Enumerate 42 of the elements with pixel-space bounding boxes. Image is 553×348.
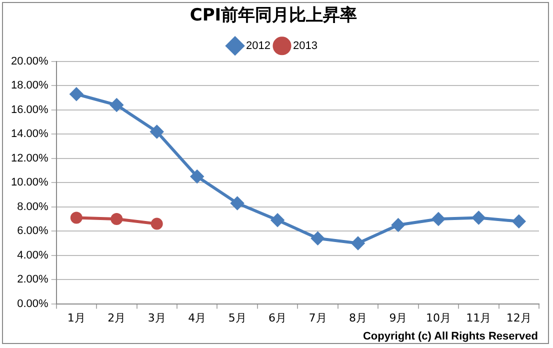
point	[150, 218, 163, 230]
point	[351, 236, 364, 250]
x-tick-label: 3月	[148, 311, 166, 324]
x-tick-label: 8月	[348, 311, 367, 324]
y-tick-label: 14.00%	[10, 128, 49, 140]
point	[190, 170, 204, 184]
text: Copyright (c) All Rights Reserved	[362, 330, 538, 343]
point	[512, 214, 526, 228]
x-tick-label: 4月	[188, 311, 206, 324]
point	[110, 212, 123, 225]
x-tick-label: 10月	[426, 311, 451, 324]
point	[311, 232, 324, 245]
point	[110, 98, 124, 112]
legend-label: 2012	[246, 40, 271, 52]
y-tick-label: 16.00%	[10, 104, 49, 116]
y-tick-label: 20.00%	[10, 55, 49, 68]
x-tick-label: 2月	[108, 311, 126, 324]
y-tick-label: 10.00%	[10, 176, 49, 189]
point	[392, 218, 405, 232]
x-tick-label: 6月	[268, 311, 287, 324]
x-tick-label: 11月	[466, 311, 492, 324]
y-tick-label: 8.00%	[17, 200, 49, 213]
y-tick-label: 2.00%	[17, 274, 49, 286]
x-tick-label: 5月	[228, 311, 246, 324]
point	[150, 125, 164, 138]
y-tick-label: 18.00%	[10, 80, 49, 92]
legend-label: 2013	[293, 40, 318, 52]
point	[70, 212, 82, 224]
y-tick-label: 0.00%	[17, 298, 49, 310]
y-tick-label: 12.00%	[10, 152, 49, 164]
chart-title: CPI前年同月比上昇率	[190, 6, 358, 26]
x-tick-label: 7月	[308, 311, 327, 324]
point	[432, 212, 445, 226]
point	[230, 196, 244, 210]
y-tick-label: 4.00%	[17, 249, 49, 262]
point	[472, 211, 486, 224]
point	[70, 88, 83, 101]
y-tick-label: 6.00%	[17, 225, 49, 238]
x-tick-label: 1月	[67, 311, 86, 324]
point	[271, 214, 284, 227]
x-tick-label: 9月	[389, 311, 408, 324]
x-tick-label: 12月	[506, 311, 532, 324]
